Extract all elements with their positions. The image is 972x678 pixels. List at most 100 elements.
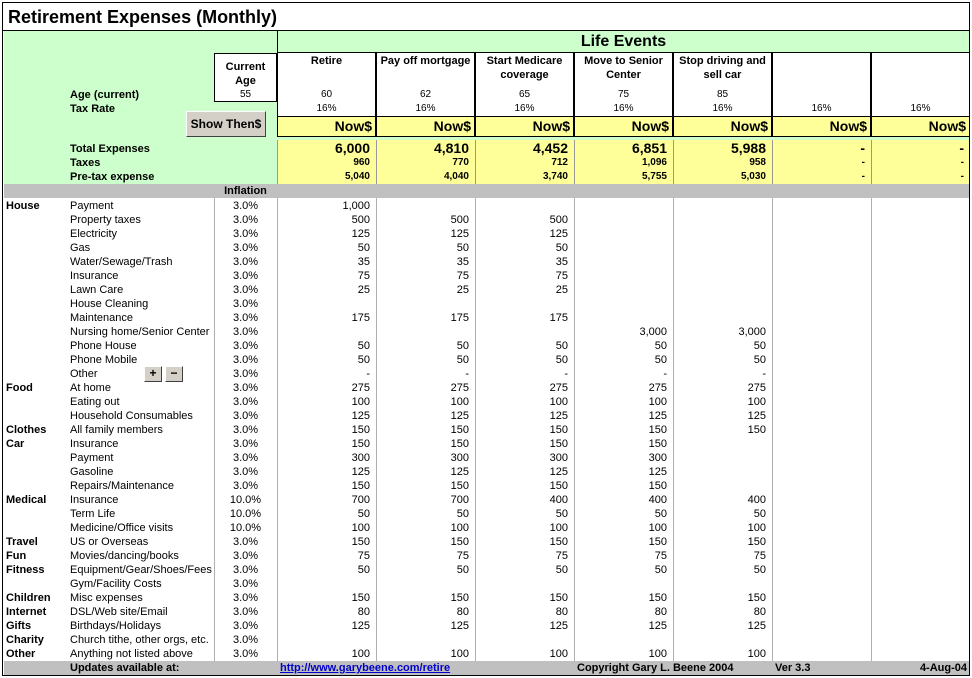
amount: 500: [351, 214, 370, 226]
tax-amount: 958: [749, 157, 766, 168]
item: Repairs/Maintenance: [70, 480, 174, 492]
inflation: 3.0%: [232, 480, 259, 492]
amount: 50: [357, 242, 370, 254]
totals-bg: [871, 140, 970, 184]
show-then-button[interactable]: Show Then$: [186, 111, 266, 137]
amount: 125: [648, 466, 667, 478]
tax-amount: -: [861, 157, 865, 168]
unit-label: Now$: [532, 118, 570, 134]
pretax-amount: -: [861, 171, 865, 182]
item: Anything not listed above: [70, 648, 193, 660]
sheet-title: Retirement Expenses (Monthly): [8, 7, 278, 27]
item: Water/Sewage/Trash: [70, 256, 173, 268]
amount: 175: [351, 312, 370, 324]
grid-line: [475, 198, 476, 661]
inflation: 3.0%: [232, 438, 259, 450]
amount: 700: [450, 494, 469, 506]
category: Medical: [6, 494, 47, 506]
now-cell: [574, 116, 673, 137]
amount: 75: [357, 550, 370, 562]
amount: -: [663, 368, 667, 380]
amount: 50: [753, 354, 766, 366]
item: Misc expenses: [70, 592, 143, 604]
item: Lawn Care: [70, 284, 124, 296]
event-name: Stop driving and sell car: [679, 55, 766, 81]
category: Gifts: [6, 620, 32, 632]
amount: 125: [747, 620, 766, 632]
amount: 50: [555, 508, 568, 520]
category: Fun: [6, 550, 27, 562]
amount: 50: [456, 564, 469, 576]
item: Electricity: [70, 228, 118, 240]
event-age: 65: [518, 89, 531, 100]
unit-label: Now$: [730, 118, 768, 134]
item: Church tithe, other orgs, etc.: [70, 634, 209, 646]
item: Household Consumables: [70, 410, 193, 422]
grid-line: [574, 198, 575, 661]
amount: 275: [648, 382, 667, 394]
inflation: 3.0%: [232, 410, 259, 422]
now-cell: [277, 116, 376, 137]
amount: 50: [357, 564, 370, 576]
amount: 3,000: [738, 326, 766, 338]
pretax-amount: 5,030: [740, 171, 766, 182]
event-age: 60: [320, 89, 333, 100]
event-name: Move to Senior Center: [584, 55, 663, 81]
pretax-amount: 4,040: [443, 171, 469, 182]
minus-button[interactable]: −: [165, 366, 183, 382]
tax-amount: 770: [452, 157, 469, 168]
amount: 150: [351, 536, 370, 548]
amount: 150: [351, 424, 370, 436]
inflation: 3.0%: [232, 620, 259, 632]
amount: 100: [747, 648, 766, 660]
item: Insurance: [70, 494, 119, 506]
amount: 125: [549, 228, 568, 240]
item: Insurance: [70, 270, 119, 282]
now-cell: [376, 116, 475, 137]
amount: 75: [357, 270, 370, 282]
amount: 275: [351, 382, 370, 394]
total-expense: 4,810: [433, 140, 469, 156]
tax-rate: 16%: [613, 103, 634, 114]
amount: 150: [450, 536, 469, 548]
amount: 125: [747, 410, 766, 422]
category: Travel: [6, 536, 38, 548]
tax-rate: 16%: [712, 103, 733, 114]
amount: 35: [555, 256, 568, 268]
category: Fitness: [6, 564, 45, 576]
amount: 125: [351, 466, 370, 478]
plus-button[interactable]: +: [144, 366, 162, 382]
amount: 125: [648, 410, 667, 422]
pretax-amount: 5,040: [344, 171, 370, 182]
amount: 125: [450, 228, 469, 240]
total-expense: -: [860, 140, 865, 156]
amount: 175: [549, 312, 568, 324]
update-link[interactable]: http://www.garybeene.com/retire: [280, 662, 451, 674]
grid-line: [376, 198, 377, 661]
amount: 125: [549, 410, 568, 422]
unit-label: Now$: [334, 118, 372, 134]
inflation: 3.0%: [232, 578, 259, 590]
inflation: 3.0%: [232, 298, 259, 310]
amount: 100: [747, 396, 766, 408]
item: DSL/Web site/Email: [70, 606, 168, 618]
category: Food: [6, 382, 33, 394]
current-age-label: Current Age: [225, 61, 266, 87]
inflation: 3.0%: [232, 368, 259, 380]
item: Payment: [70, 452, 114, 464]
amount: 150: [549, 424, 568, 436]
amount: 100: [450, 396, 469, 408]
amount: 150: [351, 438, 370, 450]
amount: 150: [351, 592, 370, 604]
inflation: 3.0%: [232, 382, 259, 394]
unit-label: Now$: [829, 118, 867, 134]
date: 4-Aug-04: [919, 662, 967, 674]
amount: 150: [648, 424, 667, 436]
pretax-amount: -: [960, 171, 964, 182]
amount: 25: [357, 284, 370, 296]
item: Movies/dancing/books: [70, 550, 179, 562]
amount: 500: [549, 214, 568, 226]
event-name: Retire: [310, 55, 343, 67]
amount: 500: [450, 214, 469, 226]
